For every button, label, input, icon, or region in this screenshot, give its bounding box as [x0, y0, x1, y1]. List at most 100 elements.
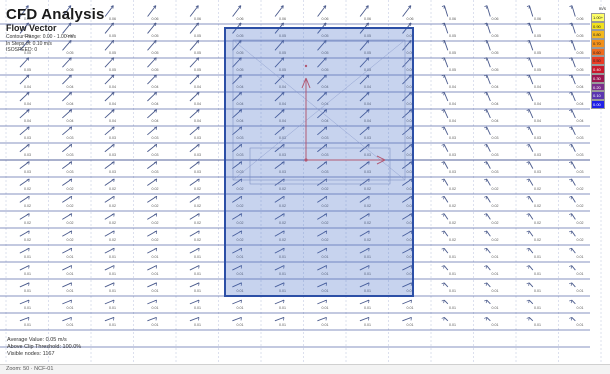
legend-swatch: 0.90: [591, 21, 605, 31]
vector-head: [155, 213, 158, 217]
node-value-label: 0.03: [194, 153, 201, 157]
vector-head: [410, 109, 412, 113]
vector-head: [568, 265, 572, 267]
vector-head: [155, 22, 157, 27]
vector-head: [366, 247, 370, 250]
vector-head: [443, 22, 445, 27]
flow-vector: [232, 74, 242, 85]
vector-head: [198, 126, 200, 131]
vector-head: [111, 143, 115, 146]
node-value-label: 0.04: [449, 119, 456, 123]
flow-vector: [402, 126, 412, 136]
node-value-label: 0.01: [24, 289, 31, 293]
vector-head: [483, 195, 487, 198]
vector-head: [443, 178, 445, 183]
flow-vector: [528, 40, 534, 51]
node-value-label: 0.05: [152, 68, 159, 72]
vector-head: [484, 109, 487, 111]
node-value-label: 0.04: [109, 119, 116, 123]
vector-head: [281, 247, 285, 250]
vector-head: [281, 126, 285, 129]
vector-head: [154, 247, 157, 250]
vector-head: [240, 109, 242, 113]
flow-vector: [571, 178, 576, 186]
node-value-label: 0.05: [152, 34, 159, 38]
vector-head: [154, 161, 157, 163]
vector-head: [196, 161, 200, 163]
node-value-label: 0.02: [449, 221, 456, 225]
vector-head: [69, 195, 72, 198]
flow-vector: [189, 5, 199, 17]
vector-head: [68, 109, 72, 111]
vector-head: [196, 299, 200, 302]
vector-head: [26, 57, 29, 59]
node-value-label: 0.02: [279, 238, 286, 242]
node-value-label: 0.03: [534, 153, 541, 157]
flow-vector: [317, 39, 327, 51]
vector-head: [570, 92, 573, 96]
node-value-label: 0.03: [534, 170, 541, 174]
vector-head: [240, 22, 242, 27]
vector-head: [409, 195, 412, 198]
node-value-label: 0.02: [534, 204, 541, 208]
flow-vector: [571, 265, 576, 271]
vector-head: [240, 40, 242, 44]
vector-head: [323, 74, 327, 77]
vector-head: [113, 282, 115, 286]
selection-box[interactable]: [224, 27, 414, 297]
vector-head: [26, 126, 30, 129]
vector-head: [111, 282, 115, 285]
vector-head: [441, 213, 445, 215]
vector-head: [154, 195, 157, 198]
node-value-label: 0.04: [24, 102, 31, 106]
vector-head: [570, 178, 572, 183]
flow-vector: [486, 40, 491, 51]
flow-vector: [443, 213, 449, 220]
node-value-label: 0.03: [407, 136, 414, 140]
node-value-label: 0.01: [492, 272, 499, 276]
vector-head: [528, 213, 530, 217]
vector-head: [367, 5, 369, 9]
node-value-label: 0.01: [577, 255, 584, 259]
vector-head: [409, 213, 412, 215]
vector-head: [410, 40, 412, 44]
vector-head: [325, 230, 328, 234]
vector-head: [28, 282, 30, 286]
legend-swatch: 0.40: [591, 65, 605, 74]
node-value-label: 0.01: [449, 306, 456, 310]
vector-head: [111, 109, 115, 111]
vector-head: [197, 22, 199, 27]
node-value-label: 0.01: [152, 289, 159, 293]
vector-head: [366, 265, 370, 267]
axis-x-head: [376, 155, 386, 161]
flow-vector: [104, 91, 115, 102]
vector-head: [197, 5, 199, 9]
vector-head: [153, 282, 157, 285]
node-value-label: 0.02: [67, 221, 74, 225]
legend-swatch: 0.70: [591, 39, 605, 48]
node-value-label: 0.01: [279, 323, 286, 327]
flow-vector: [189, 39, 200, 51]
vector-head: [27, 22, 29, 27]
node-value-label: 0.01: [279, 289, 286, 293]
vector-head: [281, 91, 285, 94]
vector-head: [196, 91, 200, 94]
node-value-label: 0.03: [152, 170, 159, 174]
vector-head: [28, 161, 30, 165]
node-value-label: 0.02: [279, 204, 286, 208]
flow-vector: [104, 126, 115, 136]
vector-head: [113, 92, 115, 96]
legend-swatch: 0.00: [591, 99, 605, 109]
flow-vector: [443, 126, 449, 136]
node-value-label: 0.01: [364, 289, 371, 293]
vector-head: [155, 57, 157, 61]
flow-vector: [443, 74, 449, 85]
flow-vector: [104, 178, 115, 186]
vector-head: [324, 213, 327, 215]
node-value-label: 0.03: [407, 153, 414, 157]
vector-head: [111, 195, 115, 198]
flow-vector: [317, 5, 327, 17]
node-value-label: 0.03: [152, 153, 159, 157]
model-viewport[interactable]: 0.06 0.06 0.06 0.06 0.06 0.06 0.06 0.06 0.06 0.06…: [0, 0, 610, 364]
flow-vector: [528, 144, 534, 152]
